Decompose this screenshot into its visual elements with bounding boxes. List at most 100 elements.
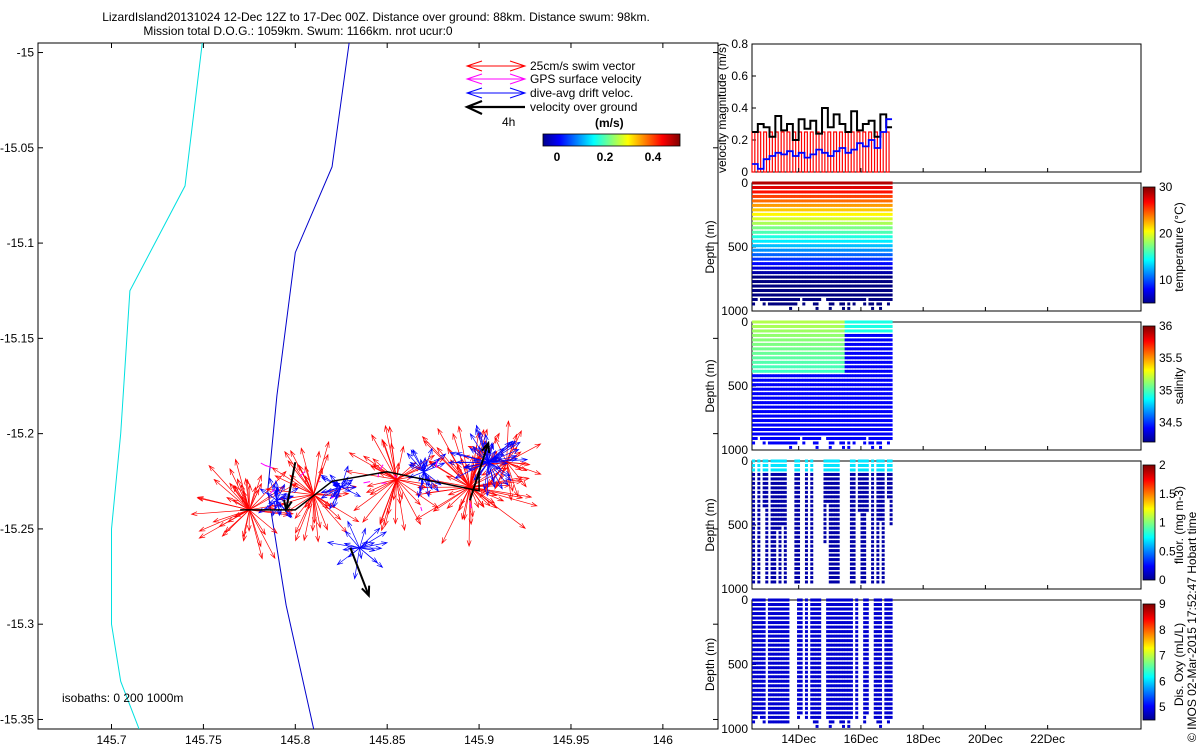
profile-point [882, 235, 885, 238]
profile-point [794, 338, 797, 341]
profile-point [863, 182, 866, 185]
profile-point [845, 195, 848, 198]
profile-point [890, 190, 893, 193]
colorbar-label-fluor: fluor. (mg m-3) [1172, 486, 1186, 564]
profile-point [786, 424, 789, 427]
profile-point [879, 352, 882, 355]
profile-point [752, 410, 755, 413]
profile-point [842, 621, 845, 624]
profile-point [871, 356, 874, 359]
profile-point [784, 720, 787, 723]
profile-point [834, 576, 837, 579]
profile-point [768, 630, 771, 633]
profile-point [866, 392, 869, 395]
profile-point [797, 182, 800, 185]
profile-point [871, 460, 874, 463]
profile-point [794, 410, 797, 413]
profile-point [805, 428, 808, 431]
profile-point [855, 208, 858, 211]
profile-point [845, 334, 848, 337]
profile-point [794, 208, 797, 211]
profile-point [839, 302, 842, 305]
profile-point [866, 397, 869, 400]
profile-point [784, 285, 787, 288]
profile-point [755, 406, 758, 409]
profile-point [813, 630, 816, 633]
profile-point [853, 513, 856, 516]
profile-point [879, 307, 882, 310]
profile-point [797, 554, 800, 557]
profile-point [808, 208, 811, 211]
profile-point [752, 379, 755, 382]
profile-point [829, 374, 832, 377]
profile-point [834, 653, 837, 656]
profile-point [887, 325, 890, 328]
profile-point [794, 302, 797, 305]
profile-point [871, 482, 874, 485]
profile-point [810, 486, 813, 489]
profile-point [879, 186, 882, 189]
profile-point [850, 280, 853, 283]
profile-point [887, 208, 890, 211]
profile-point [805, 671, 808, 674]
profile-point [786, 235, 789, 238]
profile-point [781, 468, 784, 471]
profile-point [879, 495, 882, 498]
profile-point [816, 289, 819, 292]
profile-point [808, 244, 811, 247]
profile-point [784, 258, 787, 261]
profile-point [834, 406, 837, 409]
profile-point [829, 289, 832, 292]
profile-point [879, 213, 882, 216]
profile-point [797, 415, 800, 418]
profile-point [760, 276, 763, 279]
profile-point [794, 271, 797, 274]
profile-point [890, 473, 893, 476]
profile-point [850, 235, 853, 238]
profile-point [861, 190, 864, 193]
profile-point [757, 217, 760, 220]
profile-point [794, 294, 797, 297]
profile-point [850, 518, 853, 521]
profile-point [784, 572, 787, 575]
profile-point [779, 424, 782, 427]
profile-point [786, 698, 789, 701]
profile-point [861, 195, 864, 198]
profile-point [823, 294, 826, 297]
profile-point [837, 518, 840, 521]
profile-point [813, 419, 816, 422]
profile-point [884, 267, 887, 270]
profile-point [757, 249, 760, 252]
profile-point [781, 285, 784, 288]
profile-point [760, 182, 763, 185]
profile-point [757, 558, 760, 561]
profile-point [842, 302, 845, 305]
profile-point [884, 370, 887, 373]
profile-point [882, 486, 885, 489]
profile-point [874, 428, 877, 431]
profile-point [839, 608, 842, 611]
profile-point [839, 334, 842, 337]
profile-point [810, 473, 813, 476]
profile-point [879, 321, 882, 324]
profile-point [779, 253, 782, 256]
profile-point [784, 356, 787, 359]
profile-point [837, 617, 840, 620]
profile-point [805, 572, 808, 575]
profile-point [882, 415, 885, 418]
profile-point [776, 370, 779, 373]
profile-point [784, 648, 787, 651]
profile-point [779, 666, 782, 669]
profile-point [874, 365, 877, 368]
profile-point [784, 608, 787, 611]
profile-point [816, 711, 819, 714]
profile-point [800, 671, 803, 674]
profile-point [850, 576, 853, 579]
profile-point [800, 415, 803, 418]
profile-point [805, 182, 808, 185]
profile-point [816, 392, 819, 395]
profile-point [773, 428, 776, 431]
profile-point [781, 329, 784, 332]
profile-point [818, 182, 821, 185]
